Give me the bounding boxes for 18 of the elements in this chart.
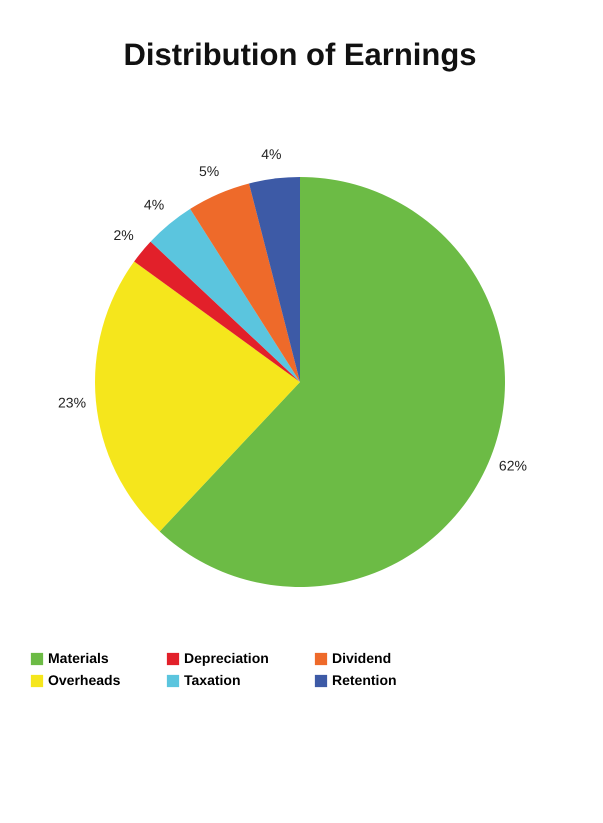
data-label: 23%: [58, 394, 86, 411]
legend-label: Depreciation: [184, 650, 269, 666]
pie-slice: [95, 262, 300, 532]
legend-label: Overheads: [48, 672, 121, 688]
data-label: 2%: [113, 227, 134, 244]
legend-label: Materials: [48, 650, 109, 666]
data-label: 62%: [498, 457, 527, 474]
pie-slice: [150, 208, 300, 382]
chart-title: Distribution of Earnings: [123, 37, 477, 72]
legend-label: Taxation: [184, 672, 241, 688]
legend-label: Dividend: [332, 650, 392, 666]
pie-slice: [249, 177, 300, 382]
pie-slice: [190, 183, 300, 382]
data-label: 5%: [198, 162, 220, 179]
data-label: 4%: [144, 196, 164, 213]
data-label: 4%: [261, 146, 282, 162]
legend-label: Retention: [332, 672, 397, 688]
pie-slice: [134, 242, 300, 382]
